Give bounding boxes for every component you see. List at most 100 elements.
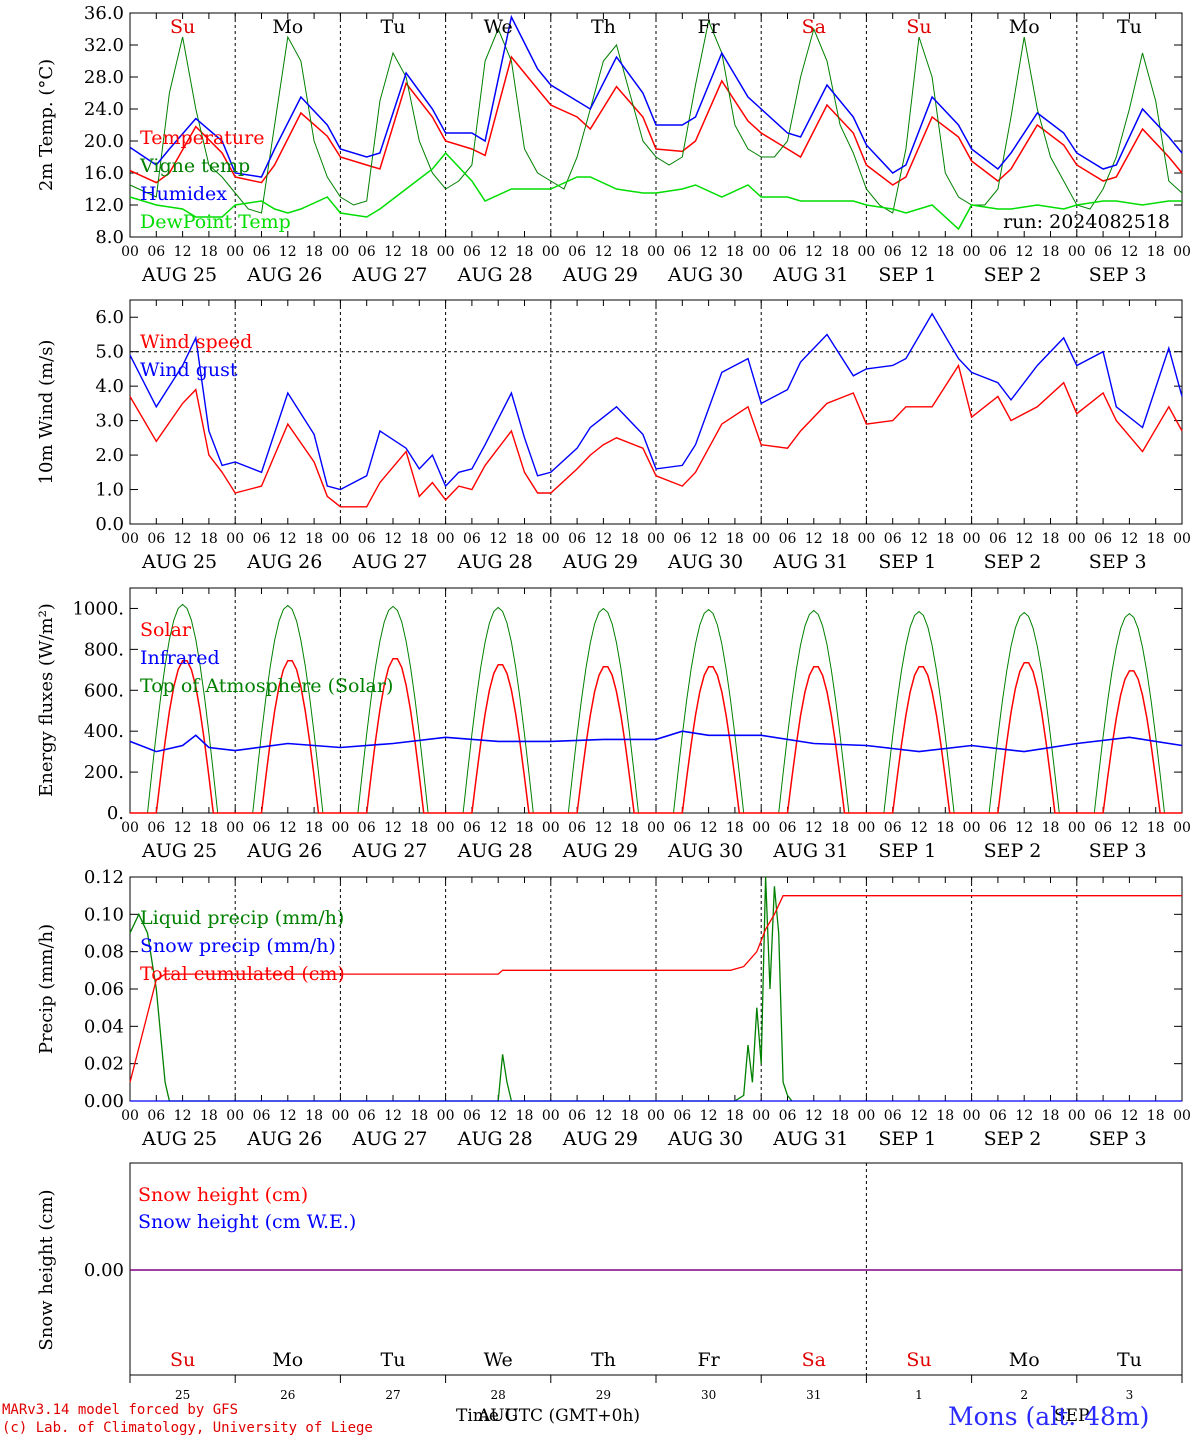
hour-tick-label: 06 (1094, 1108, 1112, 1124)
hour-tick-label: 18 (200, 1108, 218, 1124)
panel-frame-1 (129, 299, 1183, 525)
hour-tick-label: 06 (779, 1108, 797, 1124)
hour-tick-label: 12 (700, 244, 718, 260)
hour-tick-label: 00 (542, 820, 560, 836)
y-tick-label: 0.10 (84, 904, 124, 925)
series-line-solar (130, 657, 1182, 814)
hour-tick-label: 12 (1015, 1108, 1033, 1124)
hour-tick-label: 00 (1173, 244, 1191, 260)
day-number-label: 2 (1020, 1388, 1028, 1402)
date-label: SEP 1 (878, 1128, 936, 1150)
hour-tick-label: 18 (516, 1108, 534, 1124)
date-label: AUG 28 (457, 840, 533, 862)
hour-tick-label: 18 (410, 244, 428, 260)
hour-tick-label: 18 (200, 531, 218, 547)
weekday-label: Mo (272, 1349, 303, 1371)
y-tick-label: 24.0 (84, 99, 124, 120)
hour-tick-label: 00 (752, 531, 770, 547)
time-axis-label: Time UTC (GMT+0h) (456, 1406, 641, 1426)
hour-tick-label: 06 (884, 244, 902, 260)
hour-tick-label: 18 (936, 1108, 954, 1124)
day-number-label: 29 (596, 1388, 611, 1402)
hour-tick-label: 12 (805, 1108, 823, 1124)
y-tick-label: 6.0 (95, 307, 124, 328)
hour-tick-label: 00 (963, 531, 981, 547)
hour-tick-label: 00 (437, 1108, 455, 1124)
hour-tick-label: 06 (779, 531, 797, 547)
y-tick-label: 8.0 (95, 227, 124, 248)
hour-tick-label: 18 (621, 244, 639, 260)
hour-tick-label: 06 (1094, 244, 1112, 260)
hour-tick-label: 06 (884, 1108, 902, 1124)
hour-tick-label: 18 (831, 820, 849, 836)
hour-tick-label: 00 (647, 531, 665, 547)
hour-tick-label: 00 (752, 244, 770, 260)
y-tick-label: 0.02 (84, 1054, 124, 1075)
date-label: AUG 31 (772, 551, 848, 573)
date-label: AUG 26 (246, 551, 322, 573)
hour-tick-label: 00 (963, 820, 981, 836)
hour-tick-label: 06 (147, 531, 165, 547)
hour-tick-label: 00 (647, 1108, 665, 1124)
hour-tick-label: 12 (1120, 244, 1138, 260)
hour-tick-label: 00 (121, 1108, 139, 1124)
hour-tick-label: 12 (384, 820, 402, 836)
date-label: AUG 27 (351, 1128, 427, 1150)
y-tick-label: 0.0 (95, 514, 124, 535)
legend-entry: Wind speed (140, 331, 252, 353)
series-line-total-cumulated-cm- (129, 895, 1182, 1083)
date-label: AUG 28 (457, 1128, 533, 1150)
legend-entry: Infrared (140, 647, 220, 669)
panel-frame-2 (129, 587, 1183, 814)
hour-tick-label: 06 (884, 820, 902, 836)
date-label: AUG 30 (667, 1128, 743, 1150)
hour-tick-label: 18 (200, 244, 218, 260)
hour-tick-label: 12 (910, 244, 928, 260)
hour-tick-label: 06 (673, 244, 691, 260)
weekday-label: Fr (697, 1349, 720, 1371)
series-line-wind-speed (129, 363, 1183, 508)
date-label: SEP 2 (984, 840, 1042, 862)
hour-tick-label: 18 (1042, 244, 1060, 260)
series-line-dewpoint-temp (129, 151, 1182, 231)
y-tick-label: 0.00 (84, 1091, 124, 1112)
hour-tick-label: 18 (726, 244, 744, 260)
hour-tick-label: 00 (542, 244, 560, 260)
hour-tick-label: 00 (121, 820, 139, 836)
hour-tick-label: 12 (700, 820, 718, 836)
day-number-label: 27 (385, 1388, 400, 1402)
hour-tick-label: 18 (831, 531, 849, 547)
weekday-label: Mo (272, 16, 303, 38)
hour-tick-label: 00 (752, 820, 770, 836)
weekday-label: We (484, 1349, 513, 1371)
y-axis-label: Precip (mm/h) (36, 924, 57, 1054)
y-tick-label: 800. (84, 639, 124, 660)
hour-tick-label: 06 (1094, 531, 1112, 547)
hour-tick-label: 06 (358, 531, 376, 547)
hour-tick-label: 06 (989, 244, 1007, 260)
hour-tick-label: 00 (331, 531, 349, 547)
legend-entry: Snow height (cm) (138, 1184, 308, 1206)
date-label: AUG 31 (772, 264, 848, 286)
hour-tick-label: 06 (463, 820, 481, 836)
hour-tick-label: 12 (700, 531, 718, 547)
y-tick-label: 0. (107, 803, 124, 824)
hour-tick-label: 06 (147, 244, 165, 260)
hour-tick-label: 00 (1173, 820, 1191, 836)
model-credit: MARv3.14 model forced by GFS (2, 1402, 239, 1418)
hour-tick-label: 12 (279, 820, 297, 836)
hour-tick-label: 12 (910, 820, 928, 836)
y-axis-label: Snow height (cm) (36, 1189, 57, 1350)
date-label: AUG 31 (772, 840, 848, 862)
hour-tick-label: 12 (1015, 244, 1033, 260)
series-line-wind-gust (129, 312, 1183, 491)
y-tick-label: 0.08 (84, 942, 124, 963)
hour-tick-label: 12 (805, 244, 823, 260)
hour-tick-label: 18 (305, 1108, 323, 1124)
date-label: SEP 3 (1089, 840, 1147, 862)
date-label: SEP 2 (984, 1128, 1042, 1150)
date-label: SEP 3 (1089, 1128, 1147, 1150)
hour-tick-label: 00 (1068, 1108, 1086, 1124)
y-tick-label: 16.0 (84, 163, 124, 184)
